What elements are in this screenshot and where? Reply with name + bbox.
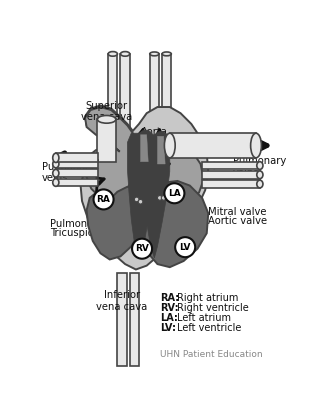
- Text: Aortic valve: Aortic valve: [208, 216, 268, 226]
- Text: Pulmonary
veins: Pulmonary veins: [42, 162, 95, 183]
- Text: RA:: RA:: [160, 293, 179, 303]
- Text: Mitral valve: Mitral valve: [208, 207, 267, 217]
- Text: LV:: LV:: [160, 323, 176, 333]
- Polygon shape: [202, 180, 260, 188]
- Circle shape: [134, 197, 139, 202]
- Polygon shape: [117, 273, 127, 366]
- Polygon shape: [81, 106, 208, 269]
- Polygon shape: [130, 273, 139, 366]
- Text: Pulmonary valve: Pulmonary valve: [50, 219, 133, 229]
- Polygon shape: [56, 153, 98, 163]
- Circle shape: [158, 196, 162, 200]
- Circle shape: [161, 196, 166, 200]
- Polygon shape: [150, 54, 159, 123]
- Circle shape: [132, 239, 152, 259]
- Polygon shape: [144, 181, 208, 267]
- Polygon shape: [202, 162, 260, 169]
- Text: Pulmonary
artery: Pulmonary artery: [191, 133, 245, 155]
- Polygon shape: [143, 132, 170, 258]
- Text: LV: LV: [179, 243, 191, 252]
- Text: Inferior
vena cava: Inferior vena cava: [96, 290, 148, 312]
- Ellipse shape: [150, 52, 159, 56]
- Polygon shape: [162, 54, 171, 123]
- Ellipse shape: [257, 180, 263, 188]
- Text: Left atrium: Left atrium: [177, 313, 231, 323]
- Text: Superior
vena cava: Superior vena cava: [81, 101, 132, 123]
- Text: RV: RV: [135, 244, 149, 253]
- Circle shape: [94, 189, 113, 209]
- Ellipse shape: [257, 171, 263, 178]
- Text: LA: LA: [168, 189, 181, 198]
- Polygon shape: [120, 54, 130, 150]
- Text: UHN Patient Education: UHN Patient Education: [160, 350, 262, 359]
- Ellipse shape: [120, 52, 130, 56]
- Polygon shape: [158, 136, 165, 164]
- Ellipse shape: [53, 169, 59, 177]
- Polygon shape: [140, 135, 148, 162]
- Polygon shape: [87, 186, 145, 259]
- Text: Right ventricle: Right ventricle: [177, 303, 249, 313]
- Ellipse shape: [108, 52, 117, 56]
- Polygon shape: [85, 107, 139, 199]
- Circle shape: [138, 199, 143, 204]
- Text: Tricuspid valve: Tricuspid valve: [50, 228, 124, 238]
- Polygon shape: [97, 119, 116, 162]
- Text: LA:: LA:: [160, 313, 178, 323]
- Polygon shape: [56, 160, 98, 168]
- Ellipse shape: [257, 162, 263, 169]
- Ellipse shape: [53, 160, 59, 168]
- Text: RV:: RV:: [160, 303, 178, 313]
- Text: Left ventricle: Left ventricle: [177, 323, 241, 333]
- Ellipse shape: [53, 153, 59, 163]
- Polygon shape: [56, 178, 98, 186]
- Polygon shape: [56, 169, 98, 177]
- Text: RA: RA: [97, 195, 111, 204]
- Polygon shape: [108, 54, 117, 150]
- Ellipse shape: [162, 52, 171, 56]
- Text: Right atrium: Right atrium: [177, 293, 238, 303]
- Ellipse shape: [251, 133, 262, 158]
- Circle shape: [165, 183, 184, 203]
- Ellipse shape: [97, 116, 116, 123]
- Ellipse shape: [53, 178, 59, 186]
- Text: Pulmonary
veins: Pulmonary veins: [233, 156, 286, 178]
- Polygon shape: [145, 136, 204, 204]
- Polygon shape: [170, 133, 256, 158]
- Circle shape: [175, 237, 195, 257]
- Text: Aorta: Aorta: [141, 127, 168, 137]
- Polygon shape: [202, 171, 260, 178]
- Ellipse shape: [165, 133, 175, 158]
- Polygon shape: [127, 130, 154, 258]
